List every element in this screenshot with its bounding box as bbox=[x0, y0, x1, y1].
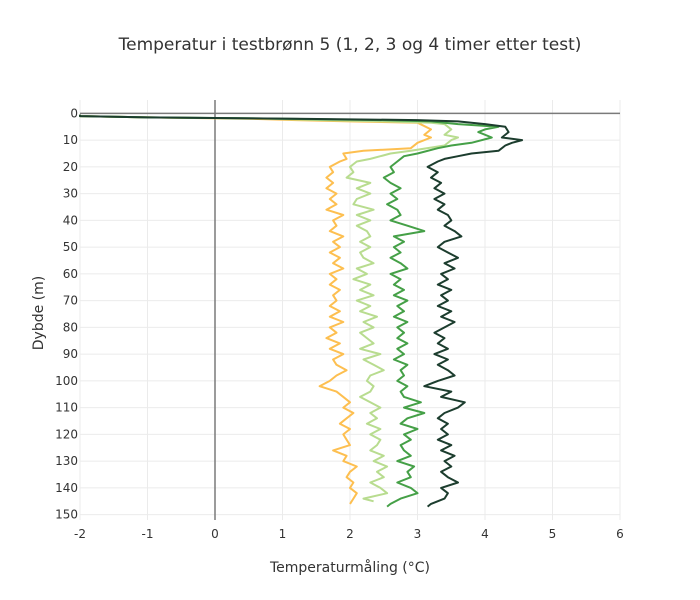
y-tick-label: 20 bbox=[63, 160, 78, 174]
x-tick-label: -1 bbox=[142, 527, 154, 541]
x-tick-label: 3 bbox=[414, 527, 422, 541]
y-tick-label: 30 bbox=[63, 187, 78, 201]
x-tick-label: 4 bbox=[481, 527, 489, 541]
y-tick-label: 140 bbox=[55, 481, 78, 495]
zero-lines bbox=[80, 100, 620, 520]
series-line-1 bbox=[79, 114, 432, 505]
chart-title: Temperatur i testbrønn 5 (1, 2, 3 og 4 t… bbox=[118, 35, 582, 55]
y-tick-label: 80 bbox=[63, 320, 78, 334]
series-line-3 bbox=[79, 114, 500, 508]
grid-layer bbox=[79, 100, 621, 520]
series-layer bbox=[79, 114, 524, 508]
y-tick-label: 110 bbox=[55, 401, 78, 415]
x-tick-label: 0 bbox=[211, 527, 219, 541]
y-tick-label: 90 bbox=[63, 347, 78, 361]
y-tick-label: 50 bbox=[63, 240, 78, 254]
x-tick-label: 1 bbox=[279, 527, 287, 541]
y-tick-label: 100 bbox=[55, 374, 78, 388]
x-tick-label: 6 bbox=[616, 527, 624, 541]
y-tick-label: 120 bbox=[55, 427, 78, 441]
y-tick-label: 40 bbox=[63, 213, 78, 227]
tick-labels: -2 -1 0 1 2 3 4 5 601020304050607080901001101201… bbox=[55, 106, 624, 541]
y-tick-label: 130 bbox=[55, 454, 78, 468]
series-line-4 bbox=[79, 114, 524, 508]
x-tick-label: 2 bbox=[346, 527, 354, 541]
y-tick-label: 70 bbox=[63, 294, 78, 308]
y-tick-label: 150 bbox=[55, 508, 78, 522]
x-axis-title: Temperaturmåling (°C) bbox=[269, 559, 430, 576]
y-tick-label: 10 bbox=[63, 133, 78, 147]
x-tick-label: -2 bbox=[74, 527, 86, 541]
x-tick-label: 5 bbox=[549, 527, 557, 541]
y-axis-title: Dybde (m) bbox=[31, 276, 47, 350]
y-tick-label: 60 bbox=[63, 267, 78, 281]
y-tick-label: 0 bbox=[70, 106, 78, 120]
series-line-2 bbox=[79, 114, 459, 503]
